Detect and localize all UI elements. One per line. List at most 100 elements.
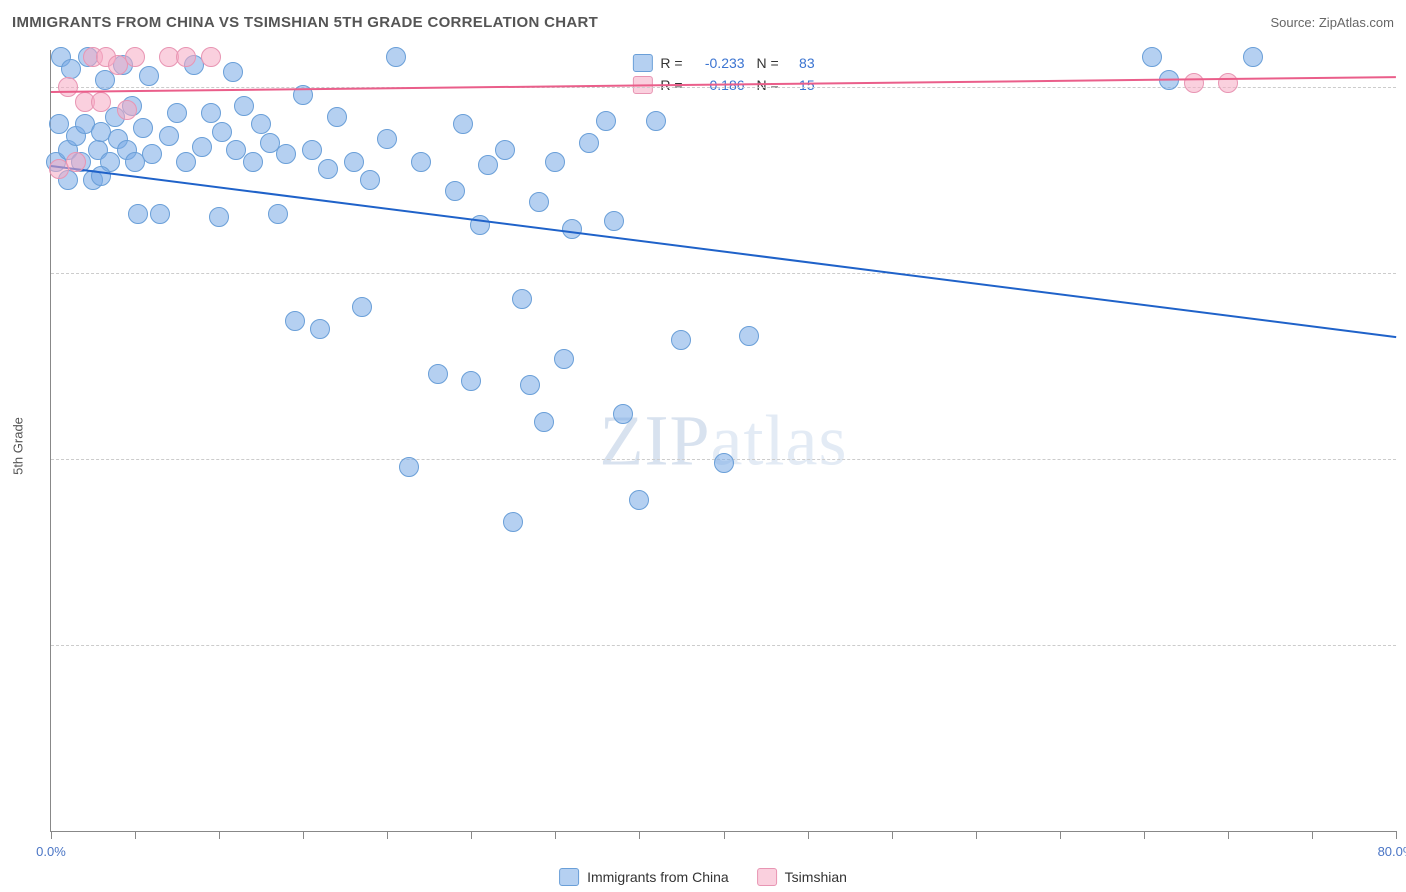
data-point-blue xyxy=(428,364,448,384)
gridline xyxy=(51,273,1396,274)
data-point-blue xyxy=(310,319,330,339)
legend-label: Tsimshian xyxy=(785,869,847,885)
data-point-blue xyxy=(159,126,179,146)
x-tick xyxy=(1060,831,1061,839)
x-tick xyxy=(639,831,640,839)
data-point-blue xyxy=(139,66,159,86)
data-point-blue xyxy=(461,371,481,391)
data-point-blue xyxy=(399,457,419,477)
x-tick xyxy=(1396,831,1397,839)
data-point-pink xyxy=(201,47,221,67)
stats-box: R =-0.233 N =83 R =0.186 N =15 xyxy=(628,50,818,98)
chart-title: IMMIGRANTS FROM CHINA VS TSIMSHIAN 5TH G… xyxy=(12,14,598,31)
x-tick xyxy=(892,831,893,839)
legend-swatch-blue xyxy=(559,868,579,886)
x-tick-label: 0.0% xyxy=(36,844,66,859)
x-tick xyxy=(219,831,220,839)
data-point-blue xyxy=(503,512,523,532)
data-point-blue xyxy=(411,152,431,172)
data-point-blue xyxy=(150,204,170,224)
data-point-pink xyxy=(58,77,78,97)
data-point-blue xyxy=(529,192,549,212)
x-tick xyxy=(387,831,388,839)
data-point-blue xyxy=(209,207,229,227)
data-point-blue xyxy=(176,152,196,172)
data-point-blue xyxy=(192,137,212,157)
data-point-blue xyxy=(377,129,397,149)
data-point-blue xyxy=(360,170,380,190)
legend-label: Immigrants from China xyxy=(587,869,729,885)
x-tick-label: 80.0% xyxy=(1378,844,1406,859)
data-point-blue xyxy=(495,140,515,160)
x-tick xyxy=(1144,831,1145,839)
data-point-pink xyxy=(91,92,111,112)
x-tick xyxy=(135,831,136,839)
y-axis-title: 5th Grade xyxy=(11,417,26,475)
data-point-blue xyxy=(167,103,187,123)
swatch-blue xyxy=(632,54,652,72)
data-point-blue xyxy=(276,144,296,164)
data-point-blue xyxy=(671,330,691,350)
data-point-blue xyxy=(714,453,734,473)
trend-line-blue xyxy=(51,165,1396,338)
data-point-blue xyxy=(445,181,465,201)
data-point-blue xyxy=(327,107,347,127)
data-point-blue xyxy=(739,326,759,346)
data-point-blue xyxy=(520,375,540,395)
data-point-blue xyxy=(243,152,263,172)
data-point-blue xyxy=(91,166,111,186)
data-point-blue xyxy=(318,159,338,179)
data-point-pink xyxy=(1218,73,1238,93)
data-point-blue xyxy=(562,219,582,239)
data-point-blue xyxy=(478,155,498,175)
legend-item-pink: Tsimshian xyxy=(757,868,847,886)
source-link[interactable]: ZipAtlas.com xyxy=(1319,15,1394,30)
data-point-blue xyxy=(1142,47,1162,67)
data-point-blue xyxy=(234,96,254,116)
data-point-blue xyxy=(285,311,305,331)
data-point-blue xyxy=(1243,47,1263,67)
data-point-blue xyxy=(302,140,322,160)
data-point-blue xyxy=(268,204,288,224)
data-point-blue xyxy=(545,152,565,172)
x-tick xyxy=(808,831,809,839)
data-point-blue xyxy=(133,118,153,138)
data-point-pink xyxy=(117,100,137,120)
data-point-blue xyxy=(554,349,574,369)
data-point-blue xyxy=(201,103,221,123)
x-tick xyxy=(1228,831,1229,839)
data-point-blue xyxy=(223,62,243,82)
gridline xyxy=(51,645,1396,646)
data-point-pink xyxy=(176,47,196,67)
data-point-blue xyxy=(613,404,633,424)
legend-swatch-pink xyxy=(757,868,777,886)
data-point-blue xyxy=(344,152,364,172)
data-point-blue xyxy=(212,122,232,142)
legend: Immigrants from China Tsimshian xyxy=(559,868,847,886)
x-tick xyxy=(555,831,556,839)
data-point-blue xyxy=(534,412,554,432)
data-point-blue xyxy=(579,133,599,153)
data-point-blue xyxy=(128,204,148,224)
data-point-pink xyxy=(125,47,145,67)
source-credit: Source: ZipAtlas.com xyxy=(1270,15,1394,30)
data-point-blue xyxy=(629,490,649,510)
data-point-blue xyxy=(251,114,271,134)
legend-item-blue: Immigrants from China xyxy=(559,868,729,886)
x-tick xyxy=(471,831,472,839)
stats-row-blue: R =-0.233 N =83 xyxy=(632,52,814,74)
data-point-blue xyxy=(512,289,532,309)
x-tick xyxy=(1312,831,1313,839)
x-tick xyxy=(51,831,52,839)
data-point-blue xyxy=(386,47,406,67)
data-point-blue xyxy=(596,111,616,131)
data-point-blue xyxy=(646,111,666,131)
data-point-blue xyxy=(142,144,162,164)
data-point-blue xyxy=(604,211,624,231)
data-point-blue xyxy=(453,114,473,134)
x-tick xyxy=(724,831,725,839)
data-point-pink xyxy=(1184,73,1204,93)
x-tick xyxy=(303,831,304,839)
x-tick xyxy=(976,831,977,839)
plot-area: ZIPatlas R =-0.233 N =83 R =0.186 N =15 … xyxy=(50,50,1396,832)
